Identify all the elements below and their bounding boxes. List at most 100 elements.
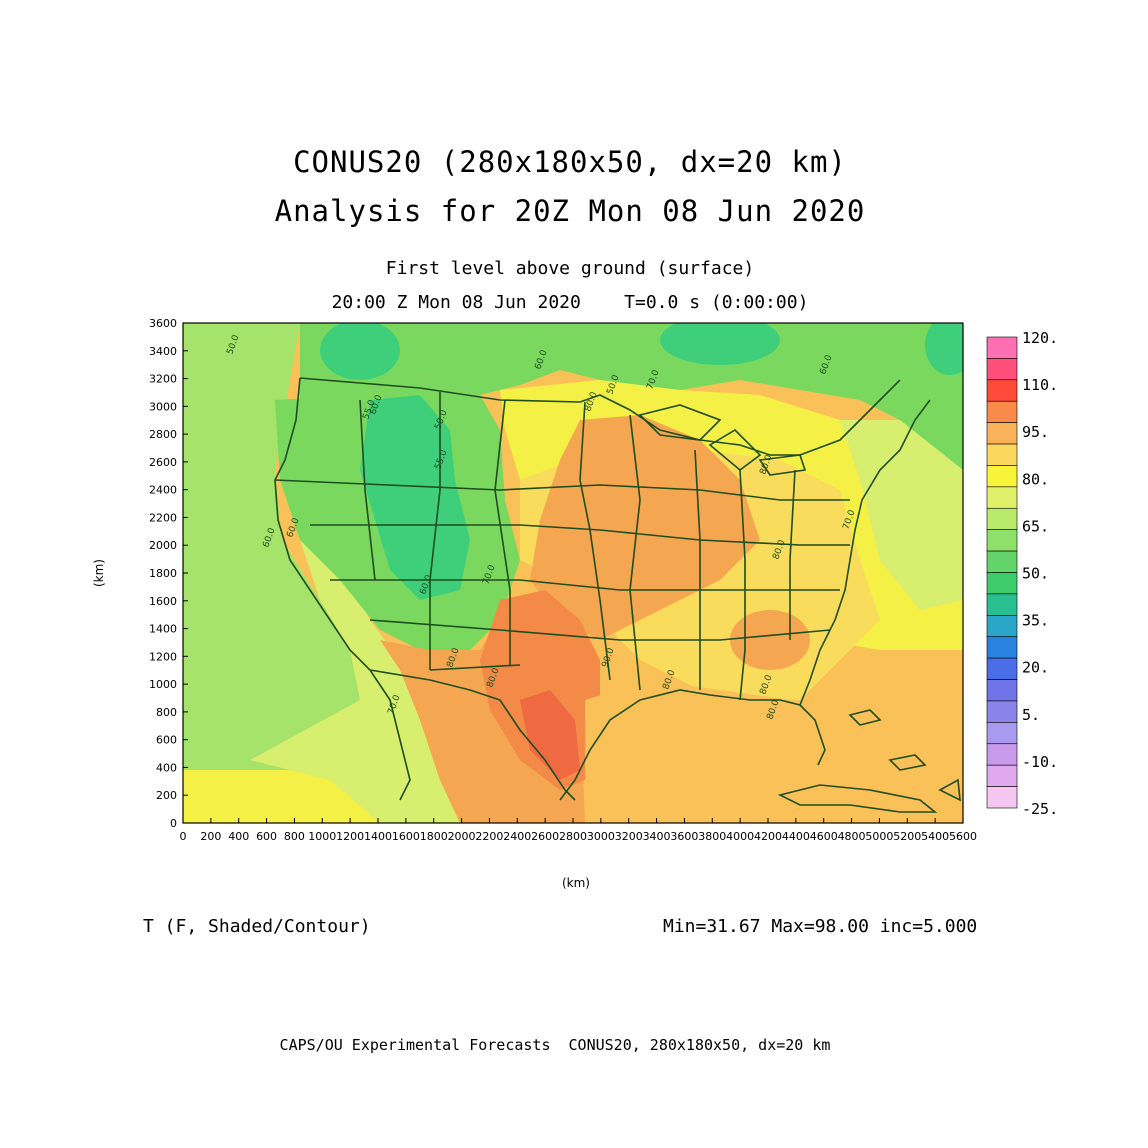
y-tick-label: 1200 (149, 650, 177, 663)
islands (888, 754, 927, 771)
state-line (629, 414, 641, 691)
x-tick-label: 5000 (865, 830, 893, 843)
texas-hottest-region (520, 690, 580, 780)
state-line (739, 469, 746, 701)
colorbar-swatch (986, 422, 1018, 445)
state-line (330, 579, 840, 591)
state-line (579, 401, 611, 681)
us-mexico-border (369, 669, 576, 801)
x-tick-label: 2400 (503, 830, 531, 843)
colorbar-swatch (986, 358, 1018, 381)
y-tick-label: 1600 (149, 595, 177, 608)
colorbar-swatch (986, 443, 1018, 466)
labrador-cold-spot (925, 323, 963, 375)
x-tick-label: 3400 (643, 830, 671, 843)
x-tick-label: 4000 (726, 830, 754, 843)
bc-cold-spot (320, 323, 400, 380)
x-tick-label: 4600 (810, 830, 838, 843)
state-line (494, 399, 511, 665)
x-tick-label: 2200 (475, 830, 503, 843)
field-description: T (F, Shaded/Contour) (143, 916, 371, 937)
colorbar-label: 20. (1022, 659, 1049, 677)
main-title-line1: CONUS20 (280x180x50, dx=20 km) (293, 145, 847, 179)
state-line (429, 664, 521, 671)
colorbar-label: -10. (1022, 753, 1058, 771)
canada-cold-spot (660, 323, 780, 365)
x-tick-label: 2600 (531, 830, 559, 843)
y-tick-label: 800 (156, 706, 177, 719)
state-line (694, 449, 701, 690)
colorbar-label: 50. (1022, 565, 1049, 583)
colorbar-swatch (986, 400, 1018, 423)
colorbar-swatch (986, 615, 1018, 638)
great-lakes (708, 428, 762, 472)
northeast-mild-region (840, 420, 963, 610)
east-coast (799, 399, 931, 706)
southeast-orange-spot (730, 610, 810, 670)
time-subtitle: 20:00 Z Mon 08 Jun 2020 T=0.0 s (0:00:00… (331, 292, 809, 313)
colorbar-label: 5. (1022, 706, 1040, 724)
y-tick-label: 0 (170, 817, 177, 830)
colorbar-swatch (986, 550, 1018, 573)
gulf-warm-region (585, 680, 790, 823)
y-tick-label: 2000 (149, 539, 177, 552)
colorbar-swatch (986, 529, 1018, 552)
x-tick-label: 200 (200, 830, 221, 843)
state-line (429, 392, 441, 670)
islands (938, 778, 961, 802)
y-tick-label: 1400 (149, 623, 177, 636)
state-line (369, 619, 831, 641)
mild-coastal-region (250, 540, 460, 823)
y-tick-label: 1000 (149, 678, 177, 691)
x-axis-label: (km) (562, 876, 590, 890)
colorbar-swatch (986, 743, 1018, 766)
interior-orange-region (530, 415, 760, 640)
x-tick-label: 1800 (420, 830, 448, 843)
x-tick-label: 400 (228, 830, 249, 843)
x-tick-label: 5400 (921, 830, 949, 843)
state-line (274, 479, 850, 501)
colorbar-swatch (986, 379, 1018, 402)
x-tick-label: 3600 (670, 830, 698, 843)
state-line (310, 524, 850, 546)
pacific-cool-region (183, 323, 365, 775)
x-tick-label: 1400 (364, 830, 392, 843)
colorbar-swatch (986, 657, 1018, 680)
colorbar-swatch (986, 786, 1018, 809)
x-tick-label: 1000 (308, 830, 336, 843)
gulf-coast (559, 689, 826, 801)
great-lakes (758, 454, 807, 476)
x-tick-label: 2000 (448, 830, 476, 843)
x-tick-label: 2800 (559, 830, 587, 843)
y-tick-label: 3400 (149, 345, 177, 358)
x-tick-label: 4400 (782, 830, 810, 843)
state-line (359, 399, 376, 581)
map-boundaries (274, 377, 961, 813)
x-tick-label: 0 (180, 830, 187, 843)
x-tick-label: 5600 (949, 830, 977, 843)
y-axis-label: (km) (92, 559, 106, 587)
mountain-cold-region (360, 395, 470, 600)
y-tick-label: 2600 (149, 456, 177, 469)
us-canada-border (299, 377, 901, 456)
level-subtitle: First level above ground (surface) (385, 258, 755, 279)
map-shading (183, 323, 963, 823)
y-tick-label: 600 (156, 734, 177, 747)
x-tick-label: 3000 (587, 830, 615, 843)
y-axis: 0 200 400 600 800 1000 1200 1400 1600 1800 2000 220… (149, 317, 188, 830)
west-coast (274, 377, 411, 801)
x-axis: 0 200 400 600 800 1000 1200 1400 1600 1800 2000 220… (180, 818, 977, 843)
colorbar-label: 110. (1022, 376, 1058, 394)
x-tick-label: 3800 (698, 830, 726, 843)
x-tick-label: 1600 (392, 830, 420, 843)
x-tick-label: 800 (284, 830, 305, 843)
colorbar-swatch (986, 486, 1018, 509)
colorbar-swatch (986, 572, 1018, 595)
colorbar-label: 65. (1022, 517, 1049, 535)
great-lakes (638, 404, 722, 441)
field-stats: Min=31.67 Max=98.00 inc=5.000 (663, 916, 978, 937)
y-tick-label: 2800 (149, 428, 177, 441)
y-tick-label: 3000 (149, 400, 177, 413)
colorbar-label: 95. (1022, 423, 1049, 441)
